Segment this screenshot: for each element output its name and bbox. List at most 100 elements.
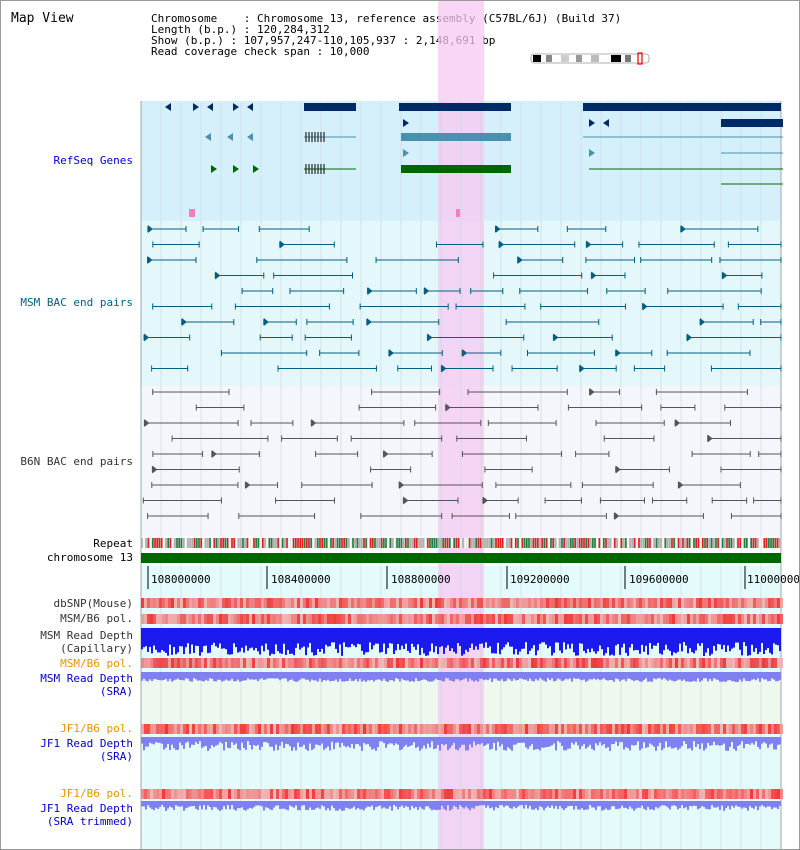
read-depth-bar — [663, 801, 665, 806]
read-depth-bar — [193, 737, 195, 745]
read-depth-bar — [195, 801, 197, 809]
read-depth-bar — [619, 801, 621, 809]
repeat-element — [543, 538, 546, 548]
read-depth-bar — [763, 628, 765, 655]
polymorphism-cell — [372, 789, 375, 799]
read-depth-bar — [753, 628, 755, 652]
polymorphism-cell — [579, 614, 582, 624]
polymorphism-cell — [489, 598, 492, 608]
label-refseq-genes[interactable]: RefSeq Genes — [53, 154, 133, 167]
read-depth-bar — [579, 672, 581, 680]
polymorphism-cell — [351, 724, 354, 734]
read-depth-bar — [379, 628, 381, 653]
polymorphism-cell — [282, 789, 285, 799]
label-jf1-depth-sra-1[interactable]: JF1 Read Depth — [40, 737, 133, 750]
read-depth-bar — [259, 672, 261, 680]
read-depth-bar — [649, 801, 651, 810]
label-jf1-b6-pol-2[interactable]: JF1/B6 pol. — [60, 787, 133, 800]
polymorphism-cell — [312, 614, 315, 624]
label-msm-depth-cap-1[interactable]: MSM Read Depth — [40, 629, 133, 642]
label-msm-bac[interactable]: MSM BAC end pairs — [20, 296, 133, 309]
read-depth-bar — [507, 672, 509, 679]
polymorphism-cell — [297, 789, 300, 799]
read-depth-bar — [325, 672, 327, 681]
read-depth-bar — [769, 628, 771, 653]
read-depth-bar — [609, 672, 611, 681]
repeat-element — [361, 538, 363, 548]
read-depth-bar — [347, 737, 349, 747]
read-depth-bar — [211, 801, 213, 810]
polymorphism-cell — [240, 598, 243, 608]
read-depth-bar — [585, 801, 587, 810]
read-depth-bar — [637, 737, 639, 742]
polymorphism-cell — [237, 614, 240, 624]
polymorphism-cell — [414, 614, 417, 624]
read-depth-bar — [383, 628, 385, 644]
label-dbsnp[interactable]: dbSNP(Mouse) — [53, 597, 133, 610]
polymorphism-cell — [735, 598, 738, 608]
read-depth-bar — [647, 672, 649, 682]
polymorphism-cell — [351, 598, 354, 608]
msm-bac-pair-arrow-icon — [388, 349, 394, 357]
polymorphism-cell — [429, 789, 432, 799]
repeat-element — [589, 538, 592, 548]
read-depth-bar — [653, 801, 655, 811]
read-depth-bar — [375, 672, 377, 680]
read-depth-bar — [403, 672, 405, 681]
read-depth-bar — [695, 737, 697, 747]
read-depth-bar — [385, 801, 387, 809]
polymorphism-cell — [687, 614, 690, 624]
read-depth-bar — [277, 672, 279, 679]
label-jf1-b6-pol-1[interactable]: JF1/B6 pol. — [60, 722, 133, 735]
repeat-element — [429, 538, 431, 548]
label-msm-b6-pol-2[interactable]: MSM/B6 pol. — [60, 657, 133, 670]
read-depth-bar — [249, 628, 251, 649]
read-depth-bar — [609, 628, 611, 656]
read-depth-bar — [209, 672, 211, 679]
polymorphism-cell — [399, 598, 402, 608]
read-depth-bar — [319, 628, 321, 652]
read-depth-bar — [553, 737, 555, 744]
label-b6n-bac[interactable]: B6N BAC end pairs — [20, 455, 133, 468]
polymorphism-cell — [555, 789, 558, 799]
polymorphism-cell — [378, 724, 381, 734]
read-depth-bar — [721, 628, 723, 650]
read-depth-bar — [477, 672, 479, 682]
label-msm-depth-sra-1[interactable]: MSM Read Depth — [40, 672, 133, 685]
strand-arrow-icon — [211, 165, 217, 173]
read-depth-bar — [433, 737, 435, 750]
read-depth-bar — [469, 737, 471, 745]
read-depth-bar — [179, 801, 181, 807]
label-jf1-depth-trim-1[interactable]: JF1 Read Depth — [40, 802, 133, 815]
polymorphism-cell — [696, 598, 699, 608]
read-depth-bar — [763, 737, 765, 743]
read-depth-bar — [165, 801, 167, 811]
read-depth-bar — [543, 628, 545, 643]
polymorphism-cell — [411, 724, 414, 734]
read-depth-bar — [337, 801, 339, 811]
polymorphism-cell — [657, 614, 660, 624]
read-depth-bar — [141, 672, 143, 681]
read-depth-bar — [627, 737, 629, 749]
polymorphism-cell — [420, 789, 423, 799]
read-depth-bar — [451, 628, 453, 649]
read-depth-bar — [255, 801, 257, 806]
polymorphism-cell — [147, 724, 150, 734]
read-depth-bar — [719, 737, 721, 746]
read-depth-bar — [495, 628, 497, 654]
read-depth-bar — [313, 801, 315, 810]
polymorphism-cell — [762, 789, 765, 799]
polymorphism-cell — [441, 789, 444, 799]
label-msm-b6-pol-1[interactable]: MSM/B6 pol. — [60, 612, 133, 625]
read-depth-bar — [459, 737, 461, 748]
polymorphism-cell — [261, 658, 264, 668]
polymorphism-cell — [255, 614, 258, 624]
read-depth-bar — [311, 628, 313, 653]
polymorphism-cell — [231, 724, 234, 734]
polymorphism-cell — [780, 658, 783, 668]
read-depth-bar — [357, 672, 359, 682]
read-depth-bar — [627, 672, 629, 679]
read-depth-bar — [401, 628, 403, 646]
read-depth-bar — [533, 737, 535, 750]
